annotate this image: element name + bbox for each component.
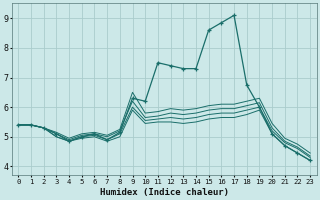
X-axis label: Humidex (Indice chaleur): Humidex (Indice chaleur) — [100, 188, 229, 197]
